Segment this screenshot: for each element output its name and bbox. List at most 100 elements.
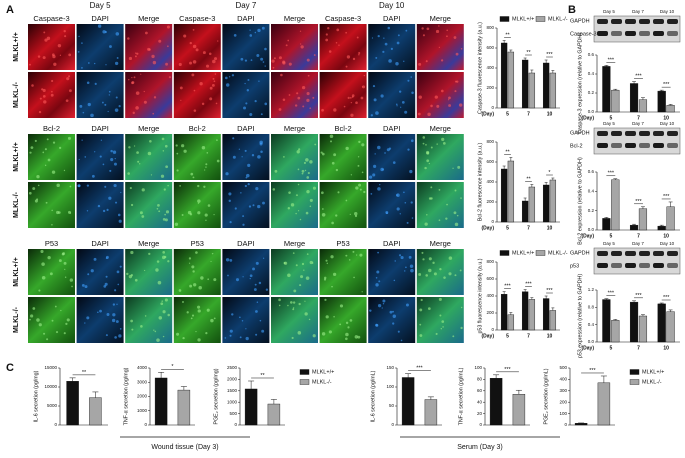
bar (542, 62, 550, 109)
texture (106, 208, 109, 211)
texture (298, 148, 301, 151)
texture (411, 91, 414, 95)
texture (165, 210, 170, 214)
texture (69, 185, 72, 188)
texture (65, 322, 68, 326)
bar (489, 378, 503, 426)
texture (425, 274, 428, 277)
texture (424, 166, 427, 170)
micrograph (416, 249, 464, 295)
micrograph (368, 134, 416, 180)
blot-label: GAPDH (570, 18, 590, 24)
texture (355, 101, 358, 104)
texture (300, 275, 304, 279)
y-tick-label: 15000 (44, 365, 57, 370)
blot-label: Bcl-2 (570, 143, 583, 149)
y-axis-label: Caspase-3 expression (relative to GAPDH) (577, 33, 583, 134)
micrograph (222, 249, 270, 295)
texture (375, 111, 379, 115)
texture (255, 333, 258, 336)
texture (440, 328, 443, 330)
significance: *** (663, 82, 670, 88)
texture (392, 161, 396, 164)
texture (178, 289, 182, 292)
texture (438, 219, 441, 222)
texture (246, 173, 250, 178)
texture (375, 56, 378, 59)
micrograph (28, 24, 75, 70)
texture (104, 282, 108, 286)
blot-day: Day 10 (660, 121, 675, 126)
texture (242, 223, 245, 226)
texture (39, 97, 42, 100)
texture (309, 107, 312, 110)
micrograph (125, 297, 173, 343)
texture (295, 194, 298, 197)
significance: *** (546, 52, 553, 58)
micrograph (271, 134, 318, 180)
stain-label: Bcl-2 (189, 124, 206, 133)
texture (370, 114, 374, 117)
texture (401, 101, 405, 104)
bar (528, 299, 536, 331)
texture (165, 165, 169, 169)
row-label: MLKL+/+ (13, 32, 20, 62)
texture (331, 221, 334, 225)
y-axis-label: IL-6 secretion (pg/mL) (370, 370, 376, 422)
texture (448, 256, 453, 260)
y-tick-label: 200 (559, 399, 567, 404)
texture (309, 198, 313, 202)
texture (384, 42, 388, 46)
y-axis-label: IL-6 secretion (pg/mg) (33, 370, 39, 422)
micrograph (416, 182, 464, 228)
y-axis-label: Bcl-2 fluorescence intensity (a.u.) (477, 143, 483, 222)
texture (386, 148, 390, 152)
texture (81, 283, 85, 287)
texture (278, 304, 281, 307)
texture (349, 213, 351, 216)
texture (40, 249, 44, 254)
y-tick-label: 0.4 (588, 322, 595, 327)
texture (454, 222, 459, 227)
texture (397, 34, 400, 37)
texture (59, 54, 62, 56)
texture (82, 111, 85, 114)
texture (257, 28, 261, 33)
texture (204, 213, 208, 217)
texture (211, 83, 215, 87)
y-tick-label: 0 (491, 327, 494, 332)
micrograph (173, 182, 221, 228)
texture (294, 104, 298, 107)
legend-swatch (629, 369, 640, 375)
texture (84, 285, 88, 289)
texture (292, 308, 295, 311)
texture (321, 152, 325, 156)
stain-label: Merge (430, 124, 451, 133)
texture (361, 171, 364, 174)
significance: *** (504, 284, 511, 290)
x-tick-label: 10 (547, 225, 553, 231)
texture (427, 112, 431, 117)
texture (459, 269, 462, 272)
significance: *** (663, 194, 670, 200)
y-tick-label: 0.0 (588, 227, 595, 232)
texture (168, 76, 172, 79)
texture (335, 41, 338, 44)
texture (161, 300, 164, 302)
texture (328, 50, 332, 53)
texture (357, 335, 361, 339)
texture (64, 268, 66, 271)
texture (347, 326, 350, 329)
texture (397, 330, 400, 333)
legend-swatch (499, 250, 510, 256)
texture (325, 259, 328, 262)
texture (178, 62, 182, 67)
blot-band (667, 19, 678, 24)
texture (43, 31, 46, 34)
texture (102, 209, 106, 213)
texture (442, 326, 444, 328)
texture (141, 215, 145, 218)
texture (114, 157, 116, 160)
y-tick-label: 0 (54, 422, 57, 427)
stain-label: Merge (284, 14, 305, 23)
